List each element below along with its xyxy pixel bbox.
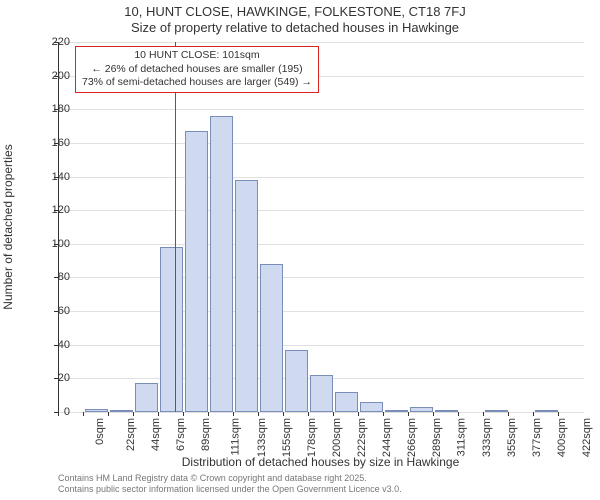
footer-line2: Contains public sector information licen… (58, 484, 402, 495)
chart-title-1: 10, HUNT CLOSE, HAWKINGE, FOLKESTONE, CT… (0, 4, 590, 19)
y-tick-mark (54, 311, 58, 312)
y-tick-mark (54, 345, 58, 346)
x-tick-label: 289sqm (431, 418, 443, 457)
y-tick-mark (54, 143, 58, 144)
x-tick-label: 222sqm (356, 418, 368, 457)
x-tick-mark (308, 412, 309, 416)
x-tick-mark (458, 412, 459, 416)
histogram-bar (310, 375, 333, 412)
gridline (59, 345, 584, 346)
gridline (59, 42, 584, 43)
histogram-bar (410, 407, 433, 412)
gridline (59, 143, 584, 144)
histogram-bar (235, 180, 258, 412)
x-tick-label: 133sqm (256, 418, 268, 457)
x-tick-mark (383, 412, 384, 416)
histogram-bar (185, 131, 208, 412)
x-tick-label: 377sqm (531, 418, 543, 457)
gridline (59, 109, 584, 110)
x-tick-label: 44sqm (150, 418, 162, 451)
y-tick-mark (54, 76, 58, 77)
x-tick-label: 111sqm (229, 418, 241, 456)
histogram-bar (210, 116, 233, 412)
x-tick-mark (233, 412, 234, 416)
gridline (59, 177, 584, 178)
x-tick-label: 178sqm (306, 418, 318, 457)
x-tick-label: 155sqm (281, 418, 293, 457)
x-tick-mark (533, 412, 534, 416)
x-tick-mark (108, 412, 109, 416)
y-tick-mark (54, 244, 58, 245)
x-tick-mark (333, 412, 334, 416)
histogram-bar (85, 409, 108, 412)
x-tick-label: 355sqm (506, 418, 518, 457)
gridline (59, 210, 584, 211)
x-tick-mark (208, 412, 209, 416)
footer-text: Contains HM Land Registry data © Crown c… (58, 473, 402, 495)
histogram-bar (260, 264, 283, 412)
histogram-bar (135, 383, 158, 412)
callout-box: 10 HUNT CLOSE: 101sqm ← 26% of detached … (75, 46, 319, 93)
histogram-bar (360, 402, 383, 412)
x-tick-mark (483, 412, 484, 416)
x-axis-label: Distribution of detached houses by size … (58, 455, 583, 469)
x-tick-mark (258, 412, 259, 416)
histogram-bar (335, 392, 358, 412)
x-tick-mark (83, 412, 84, 416)
histogram-bar (435, 410, 458, 412)
y-tick-mark (54, 277, 58, 278)
callout-line2: ← 26% of detached houses are smaller (19… (82, 63, 312, 77)
x-tick-mark (183, 412, 184, 416)
x-tick-mark (558, 412, 559, 416)
x-tick-label: 67sqm (175, 418, 187, 451)
x-tick-mark (408, 412, 409, 416)
gridline (59, 277, 584, 278)
y-tick-mark (54, 109, 58, 110)
y-axis-label: Number of detached properties (1, 144, 15, 309)
x-tick-label: 244sqm (381, 418, 393, 457)
x-tick-label: 311sqm (455, 418, 467, 456)
gridline (59, 244, 584, 245)
histogram-bar (160, 247, 183, 412)
histogram-bar (110, 410, 133, 412)
reference-line (175, 42, 176, 412)
chart-title-2: Size of property relative to detached ho… (0, 20, 590, 35)
chart-container: 10, HUNT CLOSE, HAWKINGE, FOLKESTONE, CT… (0, 0, 600, 500)
x-tick-mark (283, 412, 284, 416)
histogram-bar (485, 410, 508, 412)
x-tick-mark (508, 412, 509, 416)
histogram-bar (385, 410, 408, 412)
histogram-bar (535, 410, 558, 412)
x-tick-label: 333sqm (481, 418, 493, 457)
x-tick-label: 0sqm (93, 418, 105, 445)
y-tick-mark (54, 177, 58, 178)
x-tick-label: 200sqm (331, 418, 343, 457)
y-tick-mark (54, 42, 58, 43)
footer-line1: Contains HM Land Registry data © Crown c… (58, 473, 402, 484)
x-tick-mark (158, 412, 159, 416)
callout-line3: 73% of semi-detached houses are larger (… (82, 76, 312, 90)
x-tick-mark (133, 412, 134, 416)
x-tick-mark (58, 412, 59, 416)
plot-area: 10 HUNT CLOSE: 101sqm ← 26% of detached … (58, 42, 584, 413)
y-tick-mark (54, 210, 58, 211)
x-tick-label: 266sqm (406, 418, 418, 457)
gridline (59, 412, 584, 413)
x-tick-label: 89sqm (200, 418, 212, 451)
histogram-bar (285, 350, 308, 412)
x-tick-mark (358, 412, 359, 416)
x-tick-mark (433, 412, 434, 416)
x-tick-label: 400sqm (556, 418, 568, 457)
x-tick-label: 422sqm (581, 418, 593, 457)
gridline (59, 311, 584, 312)
y-tick-mark (54, 378, 58, 379)
callout-line1: 10 HUNT CLOSE: 101sqm (82, 49, 312, 63)
x-tick-label: 22sqm (125, 418, 137, 451)
